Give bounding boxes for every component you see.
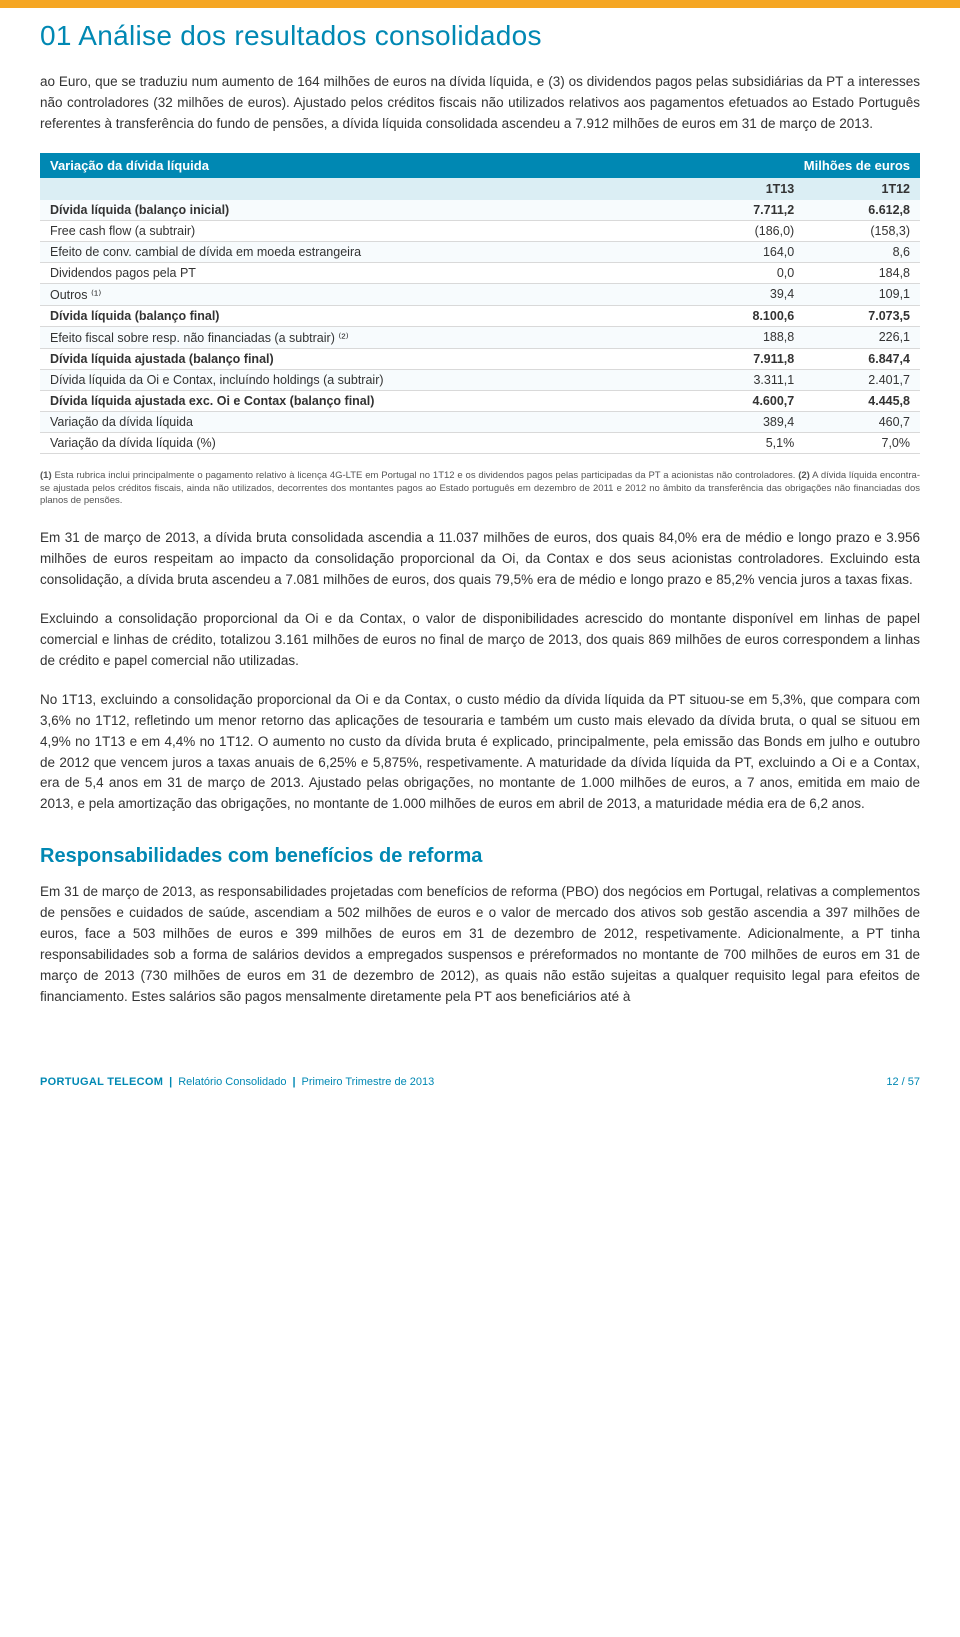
row-value-1t12: 7.073,5 <box>804 305 920 326</box>
row-label: Dívida líquida ajustada (balanço final) <box>40 348 688 369</box>
row-value-1t13: 7.911,8 <box>688 348 804 369</box>
table-row: Dívida líquida (balanço final)8.100,67.0… <box>40 305 920 326</box>
row-value-1t13: 7.711,2 <box>688 200 804 221</box>
row-value-1t13: 5,1% <box>688 432 804 453</box>
body-paragraph: No 1T13, excluindo a consolidação propor… <box>40 690 920 816</box>
row-value-1t13: 39,4 <box>688 283 804 305</box>
table-row: Efeito de conv. cambial de dívida em moe… <box>40 241 920 262</box>
row-label: Outros ⁽¹⁾ <box>40 283 688 305</box>
table-row: Free cash flow (a subtrair)(186,0)(158,3… <box>40 220 920 241</box>
table-row: Efeito fiscal sobre resp. não financiada… <box>40 326 920 348</box>
section-heading-responsibilities: Responsabilidades com benefícios de refo… <box>40 845 920 868</box>
page-title: 01 Análise dos resultados consolidados <box>0 8 960 72</box>
row-value-1t12: 7,0% <box>804 432 920 453</box>
section-number: 01 <box>40 20 72 51</box>
row-label: Dívida líquida da Oi e Contax, incluíndo… <box>40 369 688 390</box>
row-value-1t12: 109,1 <box>804 283 920 305</box>
breadcrumb-separator: | <box>292 1076 295 1088</box>
row-value-1t12: (158,3) <box>804 220 920 241</box>
table-row: Dividendos pagos pela PT0,0184,8 <box>40 262 920 283</box>
intro-paragraph: ao Euro, que se traduziu num aumento de … <box>40 72 920 135</box>
body-paragraph: Em 31 de março de 2013, as responsabilid… <box>40 882 920 1008</box>
table-unit: Milhões de euros <box>688 153 920 178</box>
header-accent-bar <box>0 0 960 8</box>
row-label: Variação da dívida líquida (%) <box>40 432 688 453</box>
row-value-1t12: 4.445,8 <box>804 390 920 411</box>
row-label: Efeito fiscal sobre resp. não financiada… <box>40 326 688 348</box>
breadcrumb-item: Primeiro Trimestre de 2013 <box>302 1076 435 1088</box>
table-header-row: 1T13 1T12 <box>40 178 920 200</box>
row-value-1t12: 226,1 <box>804 326 920 348</box>
row-label: Dividendos pagos pela PT <box>40 262 688 283</box>
col-1t13: 1T13 <box>688 178 804 200</box>
footnote-1-text: Esta rubrica inclui principalmente o pag… <box>52 470 799 481</box>
table-title-row: Variação da dívida líquida Milhões de eu… <box>40 153 920 178</box>
row-value-1t13: 0,0 <box>688 262 804 283</box>
col-label <box>40 178 688 200</box>
table-row: Variação da dívida líquida (%)5,1%7,0% <box>40 432 920 453</box>
breadcrumb-separator: | <box>169 1076 172 1088</box>
body-paragraph: Em 31 de março de 2013, a dívida bruta c… <box>40 528 920 591</box>
table-row: Dívida líquida ajustada (balanço final)7… <box>40 348 920 369</box>
table-row: Dívida líquida ajustada exc. Oi e Contax… <box>40 390 920 411</box>
content-area: ao Euro, que se traduziu num aumento de … <box>0 72 960 1046</box>
row-value-1t13: 8.100,6 <box>688 305 804 326</box>
row-label: Dívida líquida ajustada exc. Oi e Contax… <box>40 390 688 411</box>
row-value-1t12: 6.612,8 <box>804 200 920 221</box>
row-value-1t12: 8,6 <box>804 241 920 262</box>
section-title: Análise dos resultados consolidados <box>78 20 541 51</box>
row-label: Dívida líquida (balanço final) <box>40 305 688 326</box>
page-number: 12 / 57 <box>886 1076 920 1088</box>
footer-breadcrumb: PORTUGAL TELECOM | Relatório Consolidado… <box>40 1076 434 1088</box>
row-label: Free cash flow (a subtrair) <box>40 220 688 241</box>
row-value-1t12: 184,8 <box>804 262 920 283</box>
body-paragraph: Excluindo a consolidação proporcional da… <box>40 609 920 672</box>
row-label: Dívida líquida (balanço inicial) <box>40 200 688 221</box>
net-debt-variation-table: Variação da dívida líquida Milhões de eu… <box>40 153 920 454</box>
row-value-1t13: 164,0 <box>688 241 804 262</box>
footnote-2-label: (2) <box>798 470 810 481</box>
row-label: Variação da dívida líquida <box>40 411 688 432</box>
row-value-1t13: 3.311,1 <box>688 369 804 390</box>
row-value-1t13: 188,8 <box>688 326 804 348</box>
row-value-1t12: 2.401,7 <box>804 369 920 390</box>
footnote-1-label: (1) <box>40 470 52 481</box>
table-footnote: (1) Esta rubrica inclui principalmente o… <box>40 470 920 508</box>
page-footer: PORTUGAL TELECOM | Relatório Consolidado… <box>0 1046 960 1108</box>
row-value-1t13: 4.600,7 <box>688 390 804 411</box>
breadcrumb-item: Relatório Consolidado <box>178 1076 286 1088</box>
row-label: Efeito de conv. cambial de dívida em moe… <box>40 241 688 262</box>
row-value-1t12: 6.847,4 <box>804 348 920 369</box>
table-title: Variação da dívida líquida <box>40 153 688 178</box>
brand-name: PORTUGAL TELECOM <box>40 1076 163 1088</box>
row-value-1t13: 389,4 <box>688 411 804 432</box>
row-value-1t12: 460,7 <box>804 411 920 432</box>
table-row: Dívida líquida (balanço inicial)7.711,26… <box>40 200 920 221</box>
table-row: Outros ⁽¹⁾39,4109,1 <box>40 283 920 305</box>
col-1t12: 1T12 <box>804 178 920 200</box>
table-row: Dívida líquida da Oi e Contax, incluíndo… <box>40 369 920 390</box>
row-value-1t13: (186,0) <box>688 220 804 241</box>
table-row: Variação da dívida líquida389,4460,7 <box>40 411 920 432</box>
